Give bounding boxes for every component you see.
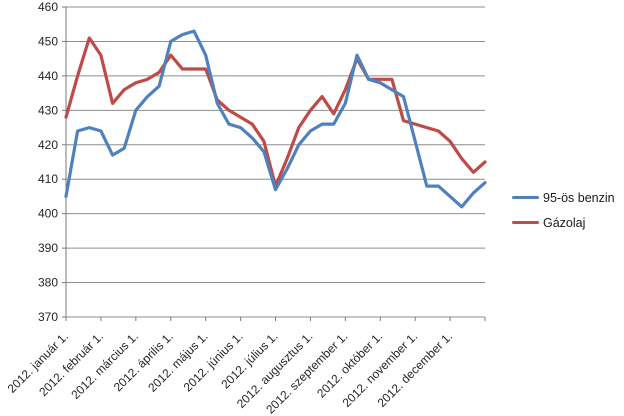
x-axis-label-0: 2012. január 1.	[5, 329, 72, 396]
y-axis-label-460: 460	[38, 0, 58, 14]
legend-label-gazolaj: Gázolaj	[543, 215, 586, 230]
y-axis-label-380: 380	[38, 276, 58, 290]
y-axis-label-370: 370	[38, 310, 58, 324]
y-axis-label-430: 430	[38, 103, 58, 117]
y-axis-label-450: 450	[38, 34, 58, 48]
y-axis-label-410: 410	[38, 172, 58, 186]
legend-item-gazolaj[interactable]: Gázolaj	[512, 210, 615, 235]
y-axis-label-390: 390	[38, 241, 58, 255]
y-axis-label-400: 400	[38, 207, 58, 221]
chart-legend: 95-ös benzin Gázolaj	[512, 185, 615, 235]
y-axis-label-440: 440	[38, 69, 58, 83]
legend-line-sample-red	[512, 221, 539, 224]
legend-label-95os-benzin: 95-ös benzin	[543, 190, 615, 205]
legend-line-sample-blue	[512, 196, 539, 199]
y-axis-label-420: 420	[38, 138, 58, 152]
legend-item-95os-benzin[interactable]: 95-ös benzin	[512, 185, 615, 210]
series-line-95-s-benzin	[64, 29, 487, 209]
